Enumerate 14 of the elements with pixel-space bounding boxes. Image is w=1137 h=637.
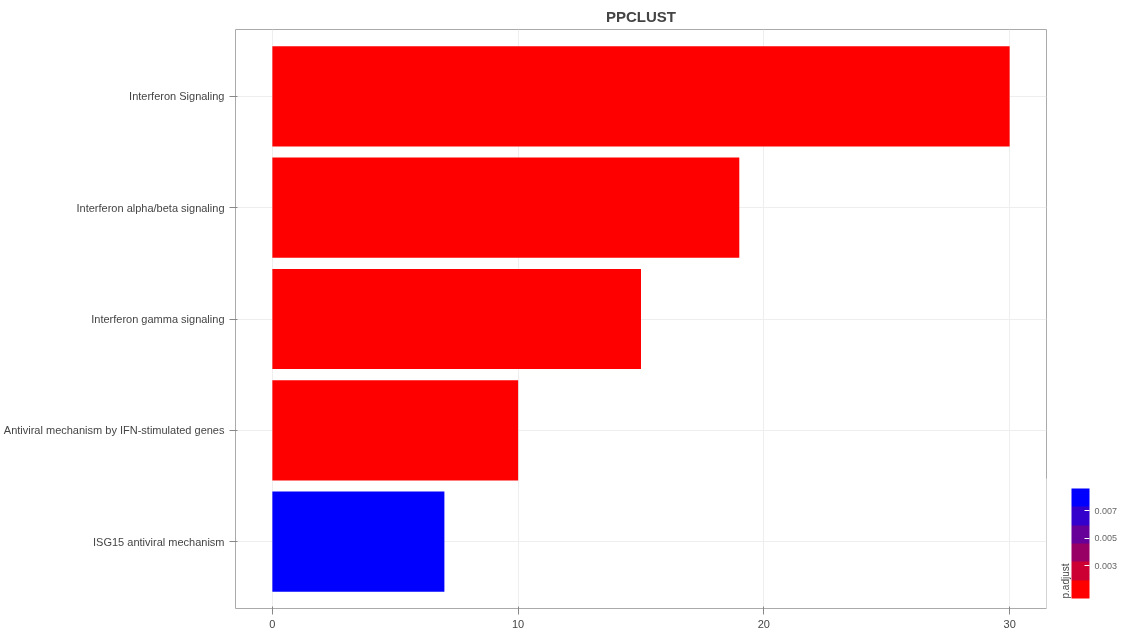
color-bar-label: 0.007 <box>1094 505 1118 516</box>
y-tick-label: Interferon gamma signaling <box>91 313 225 325</box>
x-tick-label: 0 <box>269 617 276 630</box>
color-bar-label: 0.005 <box>1094 533 1118 543</box>
chart-title: PPCLUST <box>606 7 677 25</box>
x-tick-label: 30 <box>1003 617 1016 630</box>
color-bar-label: 0.003 <box>1094 560 1118 571</box>
y-tick-label: Interferon Signaling <box>129 90 225 103</box>
y-tick-label: Antiviral mechanism by IFN-stimulated genes <box>3 424 225 437</box>
y-tick-label: Interferon alpha/beta signaling <box>76 201 225 214</box>
x-tick-label: 10 <box>512 617 525 630</box>
x-tick-label: 20 <box>757 617 771 630</box>
color-bar-title: p.adjust <box>1059 563 1071 599</box>
y-tick-label: ISG15 antiviral mechanism <box>93 535 225 548</box>
